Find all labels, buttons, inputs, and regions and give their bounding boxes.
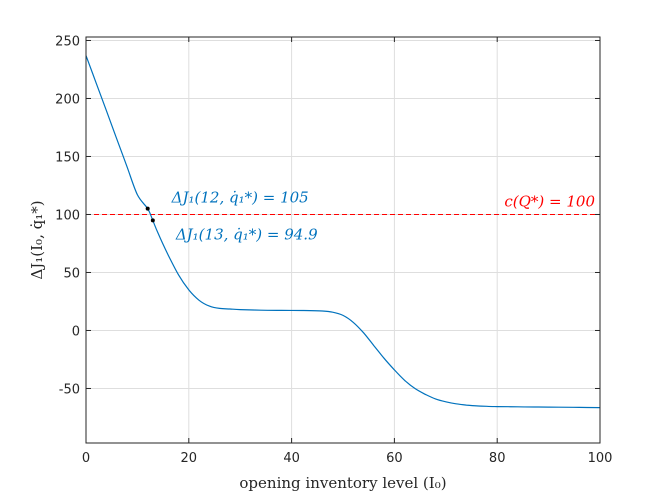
plot-frame: [85, 36, 601, 444]
x-tick-label: 60: [386, 451, 403, 466]
ticks-group: 0 20 40 60 80 100 -50 0 50 100 150 200 250: [55, 34, 612, 466]
data-point-marker: [150, 218, 155, 223]
threshold-label: c(Q*) = 100: [504, 192, 595, 210]
x-tick-label: 20: [181, 451, 198, 466]
threshold-group: c(Q*) = 100: [86, 192, 600, 215]
y-tick-label: 0: [72, 324, 80, 339]
labels-group: opening inventory level (I₀) ΔJ₁(I₀, q̇₁*…: [28, 200, 447, 492]
y-tick-label: -50: [59, 382, 80, 397]
y-tick-label: 150: [55, 150, 80, 165]
x-tick-label: 40: [283, 451, 300, 466]
y-tick-label: 50: [63, 266, 80, 281]
x-tick-label: 80: [489, 451, 506, 466]
y-tick-label: 200: [55, 92, 80, 107]
x-tick-label: 0: [82, 451, 90, 466]
y-tick-label: 250: [55, 34, 80, 49]
data-point-marker: [145, 206, 150, 211]
data-point-annotation: ΔJ₁(13, q̇₁*) = 94.9: [175, 225, 318, 243]
markers-group: ΔJ₁(12, q̇₁*) = 105 ΔJ₁(13, q̇₁*) = 94.9: [145, 189, 318, 243]
x-tick-label: 100: [588, 451, 613, 466]
y-axis-label: ΔJ₁(I₀, q̇₁*): [28, 200, 46, 279]
y-tick-label: 100: [55, 208, 80, 223]
data-point-annotation: ΔJ₁(12, q̇₁*) = 105: [171, 189, 309, 207]
plot-area: [86, 37, 600, 443]
x-axis-label: opening inventory level (I₀): [239, 474, 446, 492]
